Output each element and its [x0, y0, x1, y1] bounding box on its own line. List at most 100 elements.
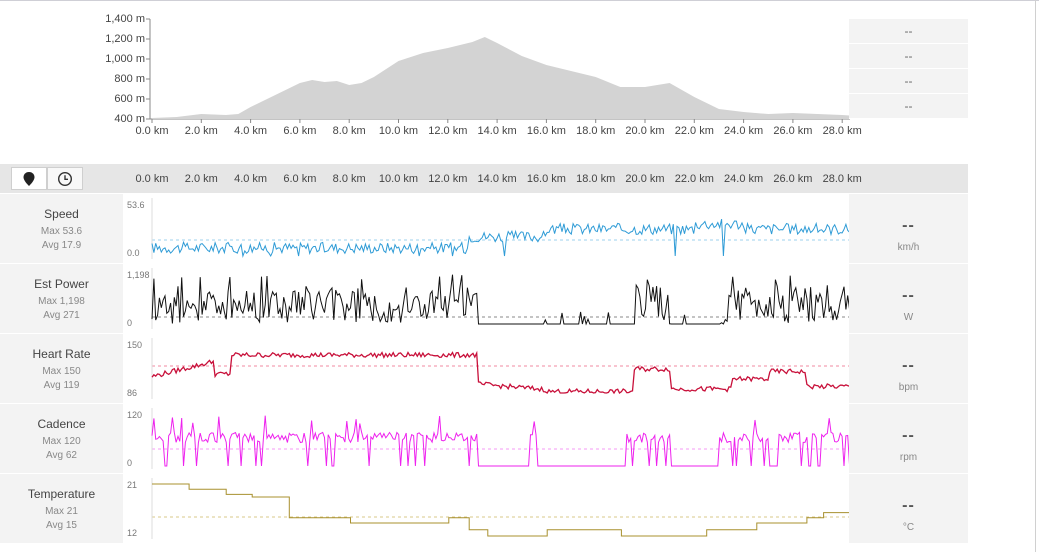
- elevation-x-label: 10.0 km: [378, 125, 419, 137]
- elevation-x-label: 12.0 km: [428, 125, 468, 137]
- metric-value: --: [902, 217, 915, 234]
- metric-plot[interactable]: 150 86: [123, 334, 849, 403]
- metric-y-max-label: 150: [127, 340, 143, 350]
- metric-avg: Avg 119: [43, 380, 80, 391]
- metric-name: Speed: [44, 207, 79, 221]
- clock-icon: [57, 171, 73, 186]
- elevation-x-label: 22.0 km: [674, 125, 714, 137]
- toolbar-x-label: 12.0 km: [428, 173, 468, 185]
- metric-value: --: [902, 287, 915, 304]
- toolbar-x-label: 10.0 km: [378, 173, 419, 185]
- toolbar-x-label: 2.0 km: [184, 173, 218, 185]
- metric-unit: bpm: [898, 382, 919, 393]
- metric-unit: W: [903, 312, 914, 323]
- metric-plot[interactable]: 53.6 0.0: [123, 194, 849, 263]
- elevation-x-label: 4.0 km: [234, 125, 268, 137]
- metric-y-max-label: 53.6: [127, 200, 145, 210]
- stat-value: --: [849, 94, 968, 119]
- metric-avg: Avg 15: [46, 520, 77, 531]
- metric-plot[interactable]: 120 0: [123, 404, 849, 473]
- metric-label: Temperature Max 21 Avg 15: [0, 474, 123, 543]
- metric-y-min-label: 0: [127, 458, 133, 468]
- elevation-y-label: 600 m: [114, 93, 145, 105]
- metric-max: Max 21: [45, 506, 78, 517]
- toolbar-x-label: 20.0 km: [625, 173, 665, 185]
- elevation-y-label: 1,400 m: [105, 13, 145, 25]
- metric-label: Cadence Max 120 Avg 62: [0, 404, 123, 473]
- toolbar-x-label: 28.0 km: [822, 173, 862, 185]
- metric-name: Temperature: [27, 487, 96, 501]
- elevation-x-label: 8.0 km: [332, 125, 366, 137]
- elevation-chart[interactable]: 1,400 m 1,200 m 1,000 m 800 m 600 m 400 m 0.0…: [0, 0, 1039, 150]
- metric-plot[interactable]: 1,198 0: [123, 264, 849, 333]
- metric-row-est-power: Est Power Max 1,198 Avg 271 1,198 0 -- W: [0, 264, 968, 333]
- elevation-x-label: 0.0 km: [135, 125, 169, 137]
- metric-value: --: [902, 427, 915, 444]
- toolbar-x-label: 24.0 km: [724, 173, 764, 185]
- metric-avg: Avg 271: [43, 310, 80, 321]
- toolbar-x-label: 4.0 km: [234, 173, 268, 185]
- row-separator: [0, 473, 968, 474]
- stat-value: --: [849, 19, 968, 44]
- elevation-x-label: 20.0 km: [625, 125, 665, 137]
- metric-plot[interactable]: 21 12: [123, 474, 849, 543]
- metric-name: Est Power: [34, 277, 89, 291]
- row-separator: [0, 403, 968, 404]
- elevation-x-label: 2.0 km: [184, 125, 218, 137]
- metric-name: Cadence: [37, 417, 86, 431]
- stat-value: --: [849, 44, 968, 69]
- row-separator: [0, 333, 968, 334]
- elevation-y-label: 1,000 m: [105, 53, 145, 65]
- x-axis-toolbar: 0.0 km 2.0 km 4.0 km 6.0 km 8.0 km 10.0 km 12.…: [0, 164, 968, 193]
- metric-y-min-label: 12: [127, 528, 138, 538]
- metric-unit: km/h: [897, 242, 920, 253]
- metric-chart-svg: [151, 268, 849, 329]
- metric-unit: °C: [902, 522, 915, 533]
- metric-y-max-label: 120: [127, 410, 143, 420]
- metric-trace-line: [151, 350, 849, 395]
- toolbar-x-label: 26.0 km: [773, 173, 813, 185]
- distance-axis-button[interactable]: [11, 167, 47, 190]
- metric-current-value: -- °C: [849, 474, 968, 543]
- metric-y-min-label: 0.0: [127, 248, 140, 258]
- metric-row-speed: Speed Max 53.6 Avg 17.9 53.6 0.0 -- km/h: [0, 194, 968, 263]
- metric-chart-svg: [151, 338, 849, 399]
- metric-avg: Avg 62: [46, 450, 77, 461]
- elevation-y-label: 400 m: [114, 113, 145, 125]
- elevation-x-label: 28.0 km: [822, 125, 862, 137]
- metric-value: --: [902, 497, 915, 514]
- elevation-x-label: 24.0 km: [724, 125, 764, 137]
- elevation-area[interactable]: [152, 37, 857, 119]
- metric-y-min-label: 0: [127, 318, 133, 328]
- toolbar-x-label: 18.0 km: [576, 173, 616, 185]
- time-axis-button[interactable]: [47, 167, 83, 190]
- toolbar-x-label: 22.0 km: [674, 173, 714, 185]
- toolbar-x-label: 8.0 km: [332, 173, 366, 185]
- metric-current-value: -- rpm: [849, 404, 968, 473]
- elevation-y-label: 1,200 m: [105, 33, 145, 45]
- metric-current-value: -- W: [849, 264, 968, 333]
- right-border: [1035, 0, 1036, 552]
- elevation-x-label: 16.0 km: [526, 125, 566, 137]
- metric-chart-svg: [151, 478, 849, 539]
- metric-trace-line: [151, 274, 849, 326]
- metric-row-cadence: Cadence Max 120 Avg 62 120 0 -- rpm: [0, 404, 968, 473]
- metric-avg: Avg 17.9: [41, 240, 82, 251]
- metric-max: Max 150: [42, 366, 81, 377]
- elevation-x-label: 18.0 km: [576, 125, 616, 137]
- elevation-profile-svg[interactable]: [0, 0, 1039, 150]
- row-separator: [0, 263, 968, 264]
- toolbar-x-label: 14.0 km: [477, 173, 517, 185]
- metric-label: Est Power Max 1,198 Avg 271: [0, 264, 123, 333]
- stat-value: --: [849, 69, 968, 94]
- elevation-y-label: 800 m: [114, 73, 145, 85]
- toolbar-x-label: 6.0 km: [283, 173, 317, 185]
- metric-row-temperature: Temperature Max 21 Avg 15 21 12 -- °C: [0, 474, 968, 543]
- metric-trace-line: [151, 415, 849, 467]
- metric-y-max-label: 1,198: [127, 270, 150, 280]
- metric-chart-svg: [151, 408, 849, 469]
- toolbar-x-label: 0.0 km: [135, 173, 169, 185]
- metric-y-max-label: 21: [127, 480, 138, 490]
- metric-value: --: [902, 357, 915, 374]
